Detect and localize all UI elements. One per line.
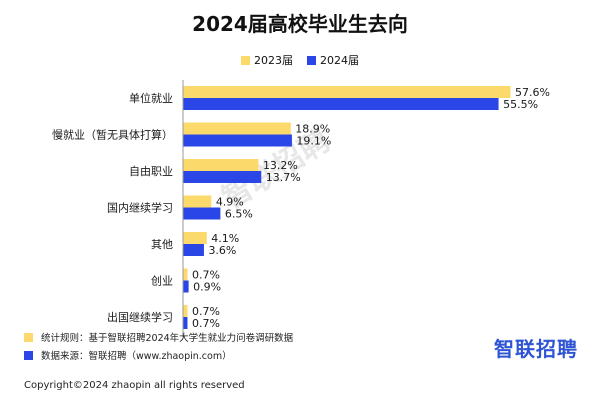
bar-2023届 — [183, 122, 291, 135]
legend-item-2024: 2024届 — [307, 52, 359, 68]
legend-swatch-2024 — [307, 55, 316, 65]
category-label: 自由职业 — [129, 164, 173, 178]
category-label: 其他 — [151, 238, 173, 251]
category-label: 慢就业（暂无具体打算） — [52, 128, 173, 142]
data-label-2023届: 4.9% — [216, 196, 244, 209]
category-label: 出国继续学习 — [107, 310, 173, 324]
data-label-2023届: 0.7% — [192, 269, 220, 282]
note-rule-text: 统计规则：基于智联招聘2024年大学生就业力问卷调研数据 — [41, 333, 294, 344]
bar-2023届 — [183, 305, 188, 317]
data-label-2024届: 0.7% — [192, 317, 220, 330]
note-source: 数据来源：智联招聘（www.zhaopin.com） — [24, 346, 584, 364]
copyright: Copyright©2024 zhaopin all rights reserv… — [24, 380, 245, 391]
note-source-swatch — [24, 350, 33, 360]
legend: 2023届 2024届 — [0, 52, 600, 68]
chart-title: 2024届高校毕业生去向 — [192, 12, 408, 36]
legend-label-2024: 2024届 — [320, 54, 359, 67]
data-label-2023届: 18.9% — [295, 123, 330, 136]
category-label: 创业 — [151, 275, 173, 288]
data-label-2024届: 55.5% — [503, 98, 538, 111]
bar-2024届 — [183, 207, 221, 220]
data-label-2024届: 0.9% — [193, 281, 221, 294]
bar-2024届 — [183, 171, 262, 183]
note-rule-swatch — [24, 332, 33, 342]
note-rule: 统计规则：基于智联招聘2024年大学生就业力问卷调研数据 — [24, 328, 584, 346]
bar-2023届 — [183, 195, 212, 208]
data-label-2024届: 6.5% — [225, 208, 253, 221]
bar-2023届 — [183, 232, 207, 244]
brand-logo: 智联招聘 — [494, 337, 578, 361]
bar-2023届 — [183, 159, 259, 171]
data-label-2024届: 13.7% — [266, 171, 301, 184]
data-label-2023届: 57.6% — [515, 86, 550, 99]
bar-2023届 — [183, 268, 188, 281]
legend-label-2023: 2023届 — [254, 54, 293, 67]
bar-2024届 — [183, 244, 204, 256]
data-label-2023届: 13.2% — [263, 159, 298, 172]
data-label-2024届: 3.6% — [208, 244, 236, 257]
data-label-2024届: 19.1% — [296, 135, 331, 148]
footer-notes: 统计规则：基于智联招聘2024年大学生就业力问卷调研数据 数据来源：智联招聘（w… — [24, 328, 584, 364]
bar-2024届 — [183, 317, 188, 329]
note-source-text: 数据来源：智联招聘（www.zhaopin.com） — [41, 351, 232, 362]
bar-2023届 — [183, 86, 511, 98]
bar-2024届 — [183, 280, 189, 293]
category-label: 国内继续学习 — [107, 201, 173, 215]
data-label-2023届: 0.7% — [192, 305, 220, 318]
data-label-2023届: 4.1% — [211, 232, 239, 245]
legend-swatch-2023 — [241, 55, 250, 65]
category-label: 单位就业 — [129, 91, 173, 105]
legend-item-2023: 2023届 — [241, 52, 293, 68]
bar-2024届 — [183, 134, 292, 147]
bar-2024届 — [183, 98, 499, 110]
